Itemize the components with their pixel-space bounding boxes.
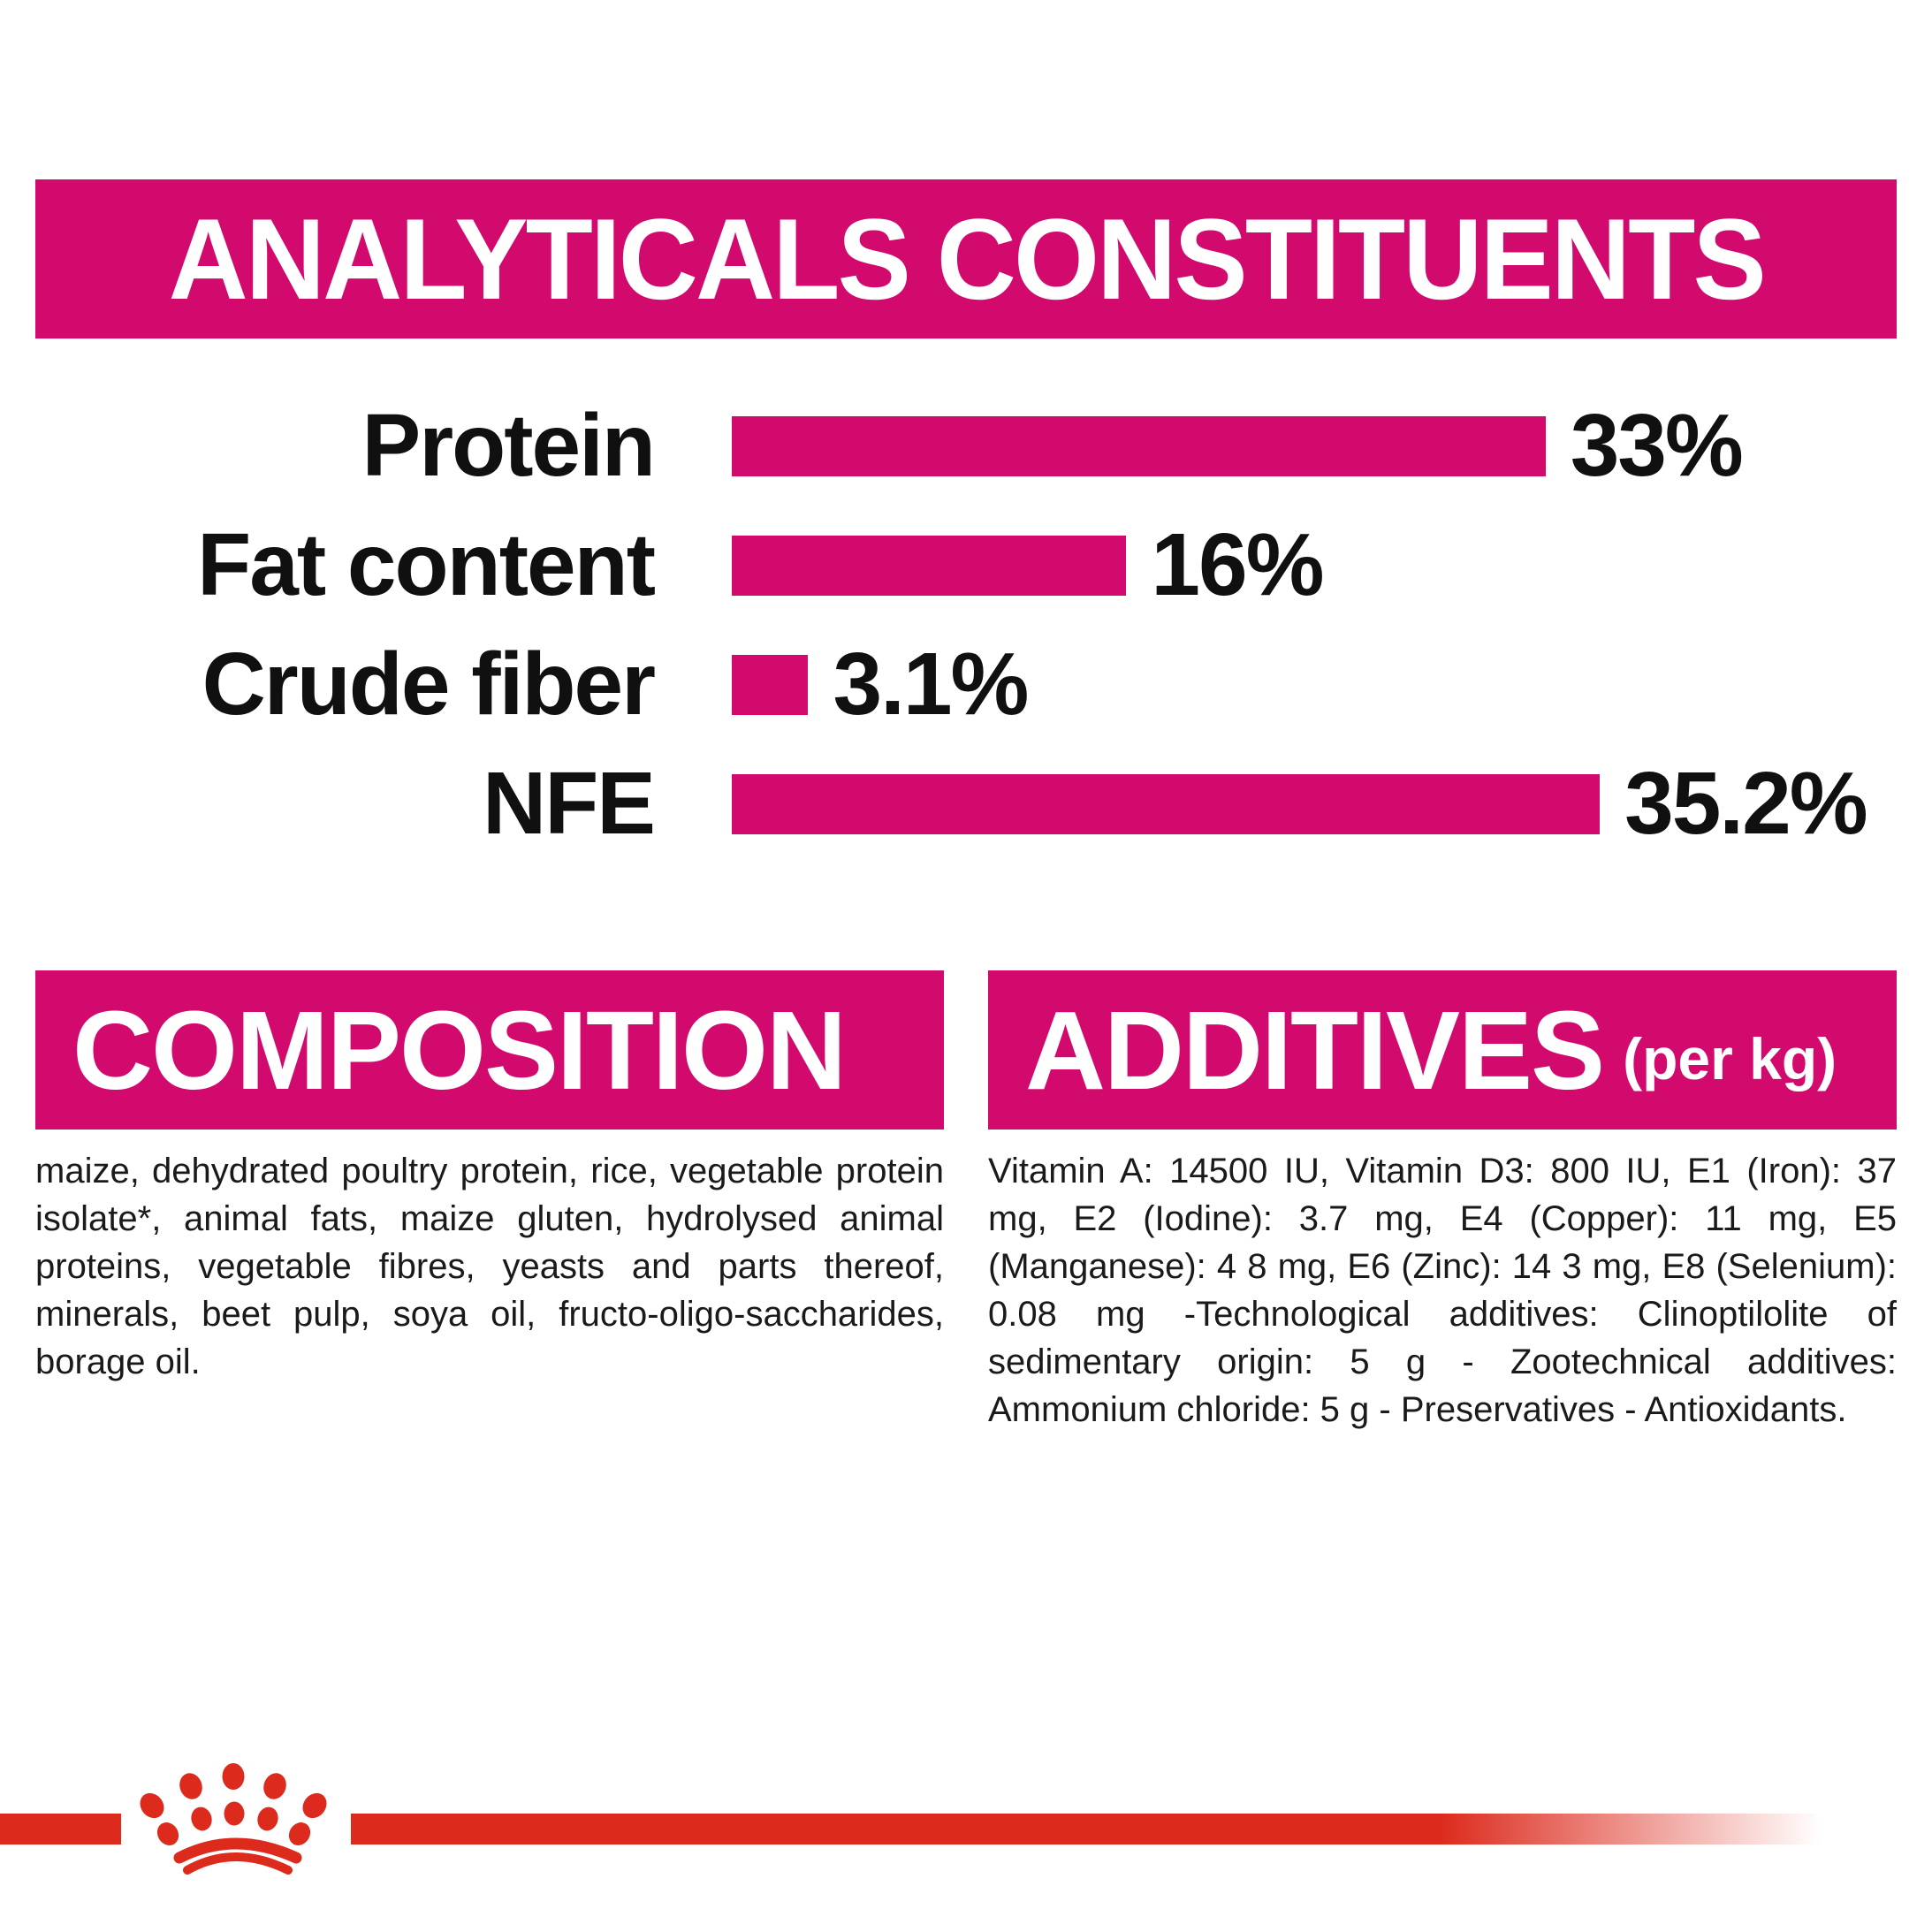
chart-bar [732,535,1127,596]
composition-text: maize, dehydrated poultry protein, rice,… [35,1152,944,1381]
crown-paw-logo-icon [140,1763,327,1875]
composition-section: COMPOSITION maize, dehydrated poultry pr… [35,970,944,1386]
chart-row-label: NFE [483,754,656,853]
chart-row-label: Crude fiber [202,635,656,734]
bar-chart-rows: Protein 33% Fat content 16% Crude fiber 3.1% N… [0,386,1932,863]
additives-banner: ADDITIVES (per kg) [988,970,1897,1130]
chart-bar [732,654,809,715]
analyticals-title: ANALYTICALS CONSTITUENTS [168,194,1766,323]
chart-bar-value: 33% [1570,396,1744,495]
chart-row-label: Protein [361,396,656,495]
chart-row: NFE 35.2% [0,744,1932,863]
chart-row-label: Fat content [197,515,656,614]
chart-bar-value: 35.2% [1624,754,1868,853]
composition-banner: COMPOSITION [35,970,944,1130]
chart-bar-value: 16% [1151,515,1324,614]
analyticals-banner: ANALYTICALS CONSTITUENTS [35,179,1897,338]
brand-ribbon-right [351,1814,1821,1845]
additives-unit-suffix: (per kg) [1623,1026,1837,1092]
chart-row: Fat content 16% [0,506,1932,625]
additives-title: ADDITIVES [1025,987,1605,1113]
chart-row: Crude fiber 3.1% [0,625,1932,744]
chart-bar-value: 3.1% [833,635,1029,734]
chart-row: Protein 33% [0,386,1932,506]
additives-text: Vitamin A: 14500 IU, Vitamin D3: 800 IU,… [988,1152,1897,1429]
chart-bar [732,415,1546,476]
bar-chart: Protein 33% Fat content 16% Crude fiber 3.1% N… [0,386,1932,863]
chart-bar [732,773,1601,834]
composition-title: COMPOSITION [72,987,847,1113]
brand-ribbon-left [0,1814,121,1845]
additives-section: ADDITIVES (per kg) Vitamin A: 14500 IU, … [988,970,1897,1434]
